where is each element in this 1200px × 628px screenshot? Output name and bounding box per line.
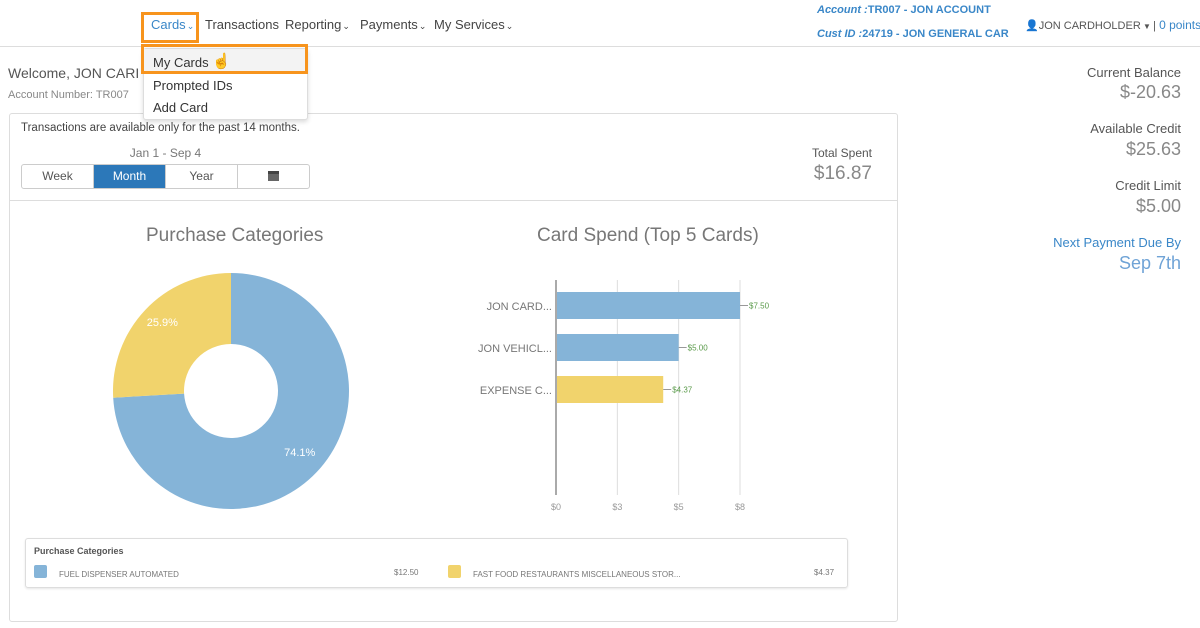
next-payment-label: Next Payment Due By [1053,235,1181,250]
bar [557,334,679,361]
points-link[interactable]: 0 points [1159,18,1200,32]
chevron-down-icon: ⌄ [505,21,514,31]
credit-limit-value: $5.00 [1135,196,1181,216]
legend-label-fast-food: FAST FOOD RESTAURANTS MISCELLANEOUS STOR… [473,570,681,579]
legend-title: Purchase Categories [34,546,124,556]
pie-chart: 74.1% 25.9% [113,273,350,509]
nav-reporting[interactable]: Reporting⌄ [285,17,350,32]
notice-text: Transactions are available only for the … [21,122,300,134]
x-tick-label: $3 [612,502,622,512]
customer-info[interactable]: Cust ID :24719 - JON GENERAL CAR [817,28,1009,40]
account-value: TR007 - JON ACCOUNT [867,4,991,16]
total-spent-value: $16.87 [813,163,872,184]
x-tick-label: $8 [735,502,745,512]
user-name[interactable]: JON CARDHOLDER [1038,20,1141,32]
chevron-down-icon: ⌄ [186,21,195,31]
account-label: Account : [817,4,868,16]
pie-chart-title: Purchase Categories [146,225,324,246]
chart-legend: Purchase Categories FUEL DISPENSER AUTOM… [25,538,848,588]
legend-swatch-fuel [34,565,47,578]
credit-limit-label: Credit Limit [1115,178,1181,193]
nav-cards[interactable]: Cards⌄ [151,17,194,32]
bar [557,292,740,319]
chevron-down-icon: ⌄ [342,21,350,31]
bar [557,376,664,403]
data-label: $7.50 [749,302,770,311]
account-number: Account Number: TR007 [8,89,129,101]
legend-value-fuel: $12.50 [394,568,419,577]
calendar-button[interactable] [238,165,309,188]
bar-chart: $0 $3 $5 $8 JON CARD... $7.50 JON VEHICL... $5.… [478,280,770,512]
category-label: JON VEHICL... [478,343,552,355]
available-credit-label: Available Credit [1090,121,1181,136]
nav-label: Payments [360,17,418,32]
caret-down-icon: ▼ [1140,22,1154,31]
menu-item-add-card[interactable]: Add Card [153,100,208,115]
period-selector: Week Month Year [21,164,310,189]
separator: | [1153,20,1157,32]
data-label: $4.37 [672,386,693,395]
menu-hover-bg [144,49,307,73]
cards-highlight [141,12,199,43]
welcome-text: Welcome, JON CARI [8,65,140,81]
date-range: Jan 1 - Sep 4 [129,146,202,160]
x-tick-label: $0 [551,502,561,512]
bar-chart-title: Card Spend (Top 5 Cards) [537,225,759,246]
nav-my-services[interactable]: My Services⌄ [434,17,513,32]
pie-slice-label: 25.9% [147,317,178,329]
chevron-down-icon: ⌄ [418,21,427,31]
top-bar [0,0,1200,47]
x-tick-label: $5 [674,502,684,512]
my-cards-highlight [141,44,308,74]
nav-payments[interactable]: Payments⌄ [360,17,426,32]
cust-value: 24719 - JON GENERAL CAR [862,28,1009,40]
nav-label: Reporting [285,17,342,32]
category-label: JON CARD... [487,301,552,313]
next-payment-value: Sep 7th [1118,253,1181,273]
pie-slice [113,273,350,509]
category-label: EXPENSE C... [480,385,552,397]
nav-label: My Services [434,17,505,32]
spending-panel [9,113,898,622]
account-info[interactable]: Account :TR007 - JON ACCOUNT [817,4,991,16]
cust-label: Cust ID : [817,28,863,40]
period-week-button[interactable]: Week [22,165,94,188]
nav-transactions[interactable]: Transactions [205,17,279,32]
total-spent-label: Total Spent [811,146,872,160]
nav-label: Cards [151,17,186,32]
available-credit-value: $25.63 [1125,139,1181,159]
data-label: $5.00 [688,344,709,353]
period-month-button[interactable]: Month [94,165,166,188]
hand-cursor-icon: ☝ [212,53,231,70]
legend-value-fast-food: $4.37 [814,568,835,577]
period-year-button[interactable]: Year [166,165,238,188]
legend-swatch-fast-food [448,565,461,578]
current-balance-value: $-20.63 [1119,82,1181,102]
pie-slice [113,273,231,398]
legend-label-fuel: FUEL DISPENSER AUTOMATED [59,570,179,579]
user-icon: 👤 [1025,20,1039,32]
calendar-icon [268,171,279,181]
pie-slice-label: 74.1% [284,447,315,459]
menu-item-my-cards[interactable]: My Cards [153,55,209,70]
divider [9,200,898,201]
user-menu: 👤JON CARDHOLDER ▼ | 0 points [1025,18,1200,32]
cards-dropdown-menu: My Cards Prompted IDs Add Card ☝ [143,48,308,120]
current-balance-label: Current Balance [1087,65,1181,80]
menu-item-prompted-ids[interactable]: Prompted IDs [153,78,233,93]
